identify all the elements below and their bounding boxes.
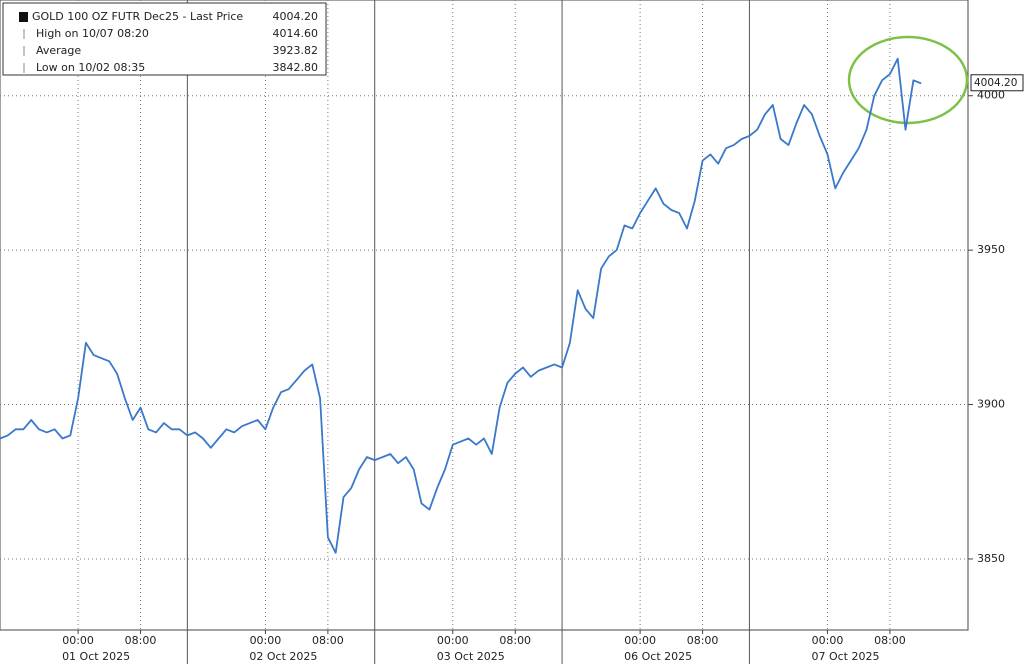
legend-box	[2, 2, 327, 76]
x-tick-label: 00:00	[437, 634, 469, 647]
x-tick-label: 08:00	[687, 634, 719, 647]
legend: GOLD 100 OZ FUTR Dec25 - Last Price 4004.…	[2, 2, 327, 76]
x-tick-label: 08:00	[499, 634, 531, 647]
legend-value: 3923.82	[273, 44, 319, 57]
x-date-label: 03 Oct 2025	[437, 650, 505, 663]
legend-label: High on 10/07 08:20	[36, 27, 149, 40]
legend-swatch	[19, 12, 28, 22]
x-tick-label: 00:00	[624, 634, 656, 647]
y-tick-label: 4000	[977, 89, 1005, 102]
y-tick-label: 3850	[977, 552, 1005, 565]
x-tick-label: 08:00	[874, 634, 906, 647]
legend-label: GOLD 100 OZ FUTR Dec25 - Last Price	[32, 10, 243, 23]
price-line	[0, 57, 922, 554]
last-price-tag	[970, 74, 1024, 92]
legend-label: Low on 10/02 08:35	[36, 61, 145, 74]
x-date-label: 02 Oct 2025	[249, 650, 317, 663]
x-date-label: 01 Oct 2025	[62, 650, 130, 663]
highlight-ellipse	[847, 35, 969, 125]
x-tick-label: 00:00	[250, 634, 282, 647]
x-tick-label: 00:00	[62, 634, 94, 647]
x-tick-label: 08:00	[125, 634, 157, 647]
y-tick-label: 3950	[977, 243, 1005, 256]
plot-area	[0, 0, 969, 631]
x-date-label: 06 Oct 2025	[624, 650, 692, 663]
legend-value: 3842.80	[273, 61, 319, 74]
x-tick-label: 00:00	[812, 634, 844, 647]
legend-label: Average	[36, 44, 81, 57]
legend-value: 4014.60	[273, 27, 319, 40]
y-tick-label: 3900	[977, 398, 1005, 411]
x-tick-label: 08:00	[312, 634, 344, 647]
last-price-label: 4004.20	[974, 77, 1017, 89]
x-date-label: 07 Oct 2025	[811, 650, 879, 663]
legend-value: 4004.20	[273, 10, 319, 23]
